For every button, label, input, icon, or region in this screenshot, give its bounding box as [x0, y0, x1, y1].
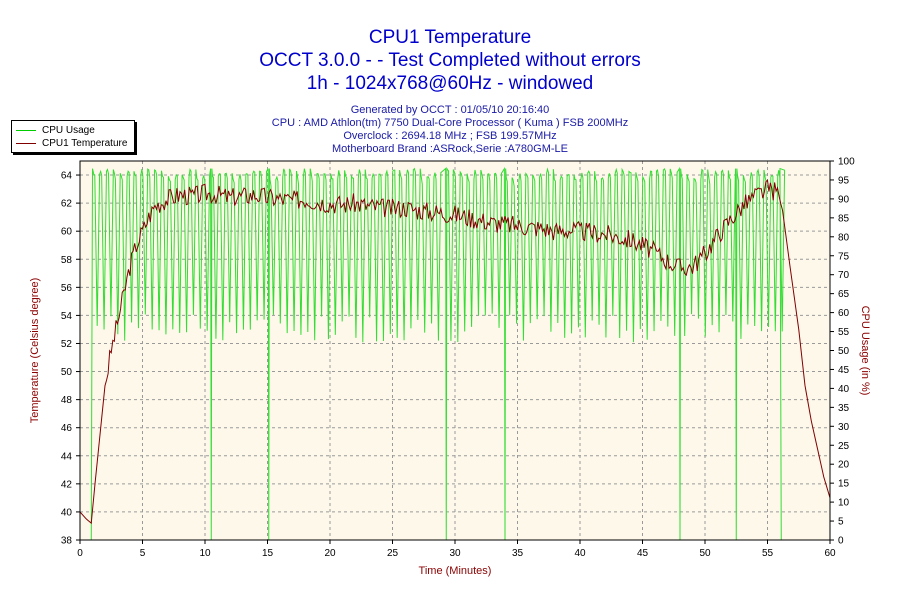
x-tick-label: 40: [574, 548, 586, 559]
cpu-info: CPU : AMD Athlon(tm) 7750 Dual-Core Proc…: [271, 117, 629, 129]
chart-title-line-2: OCCT 3.0.0 - - Test Completed without er…: [259, 50, 641, 71]
y-right-tick-label: 35: [838, 403, 850, 414]
y-right-axis-label: CPU Usage (in %): [859, 306, 871, 396]
x-tick-label: 35: [512, 548, 524, 559]
series-cpu-usage-line: [80, 166, 830, 541]
y-left-tick-label: 62: [61, 199, 73, 210]
x-tick-label: 60: [824, 548, 836, 559]
y-right-tick-label: 15: [838, 479, 850, 490]
legend-swatch-cpu1-temperature: [16, 142, 36, 144]
legend-label-cpu1-temperature: CPU1 Temperature: [42, 137, 128, 149]
chart-title-line-3: 1h - 1024x768@60Hz - windowed: [306, 73, 594, 94]
overclock-info: Overclock : 2694.18 MHz ; FSB 199.57MHz: [343, 130, 557, 142]
legend-label-cpu-usage: CPU Usage: [42, 124, 95, 136]
y-right-tick-label: 100: [838, 157, 855, 168]
x-axis-label: Time (Minutes): [419, 565, 492, 577]
x-tick-label: 55: [762, 548, 774, 559]
generated-info: Generated by OCCT : 01/05/10 20:16:40: [350, 104, 550, 116]
y-right-tick-label: 10: [838, 498, 850, 509]
y-left-tick-label: 40: [61, 507, 73, 518]
x-tick-label: 5: [140, 548, 146, 559]
y-right-tick-label: 40: [838, 384, 850, 395]
x-tick-label: 20: [324, 548, 336, 559]
y-left-tick-label: 60: [61, 227, 73, 238]
plot-border: [79, 160, 831, 541]
y-left-tick-label: 64: [61, 171, 73, 182]
y-left-tick-label: 44: [61, 451, 73, 462]
y-right-tick-label: 5: [838, 517, 844, 528]
y-right-tick-label: 85: [838, 213, 850, 224]
y-left-tick-label: 54: [61, 311, 73, 322]
y-right-tick-label: 95: [838, 175, 850, 186]
y-right-tick-label: 90: [838, 194, 850, 205]
x-tick-label: 25: [387, 548, 399, 559]
y-right-tick-label: 60: [838, 308, 850, 319]
x-tick-label: 30: [449, 548, 461, 559]
chart-title-line-1: CPU1 Temperature: [368, 27, 532, 48]
y-left-tick-label: 52: [61, 339, 73, 350]
legend-swatch-cpu-usage: [16, 129, 36, 131]
series-cpu1-temperature-line: [79, 179, 831, 525]
y-left-tick-label: 38: [61, 536, 73, 547]
y-left-tick-label: 48: [61, 395, 73, 406]
y-right-tick-label: 80: [838, 232, 850, 243]
y-right-tick-label: 70: [838, 270, 850, 281]
y-right-tick-label: 65: [838, 289, 850, 300]
x-tick-label: 45: [637, 548, 649, 559]
y-right-tick-label: 45: [838, 365, 850, 376]
x-tick-label: 50: [699, 548, 711, 559]
x-tick-label: 10: [199, 548, 211, 559]
y-right-tick-label: 25: [838, 441, 850, 452]
x-tick-label: 0: [77, 548, 83, 559]
y-right-tick-label: 30: [838, 422, 850, 433]
y-right-tick-label: 20: [838, 460, 850, 471]
x-tick-label: 15: [262, 548, 274, 559]
chart-legend: CPU Usage CPU1 Temperature: [11, 120, 135, 153]
y-left-tick-label: 50: [61, 367, 73, 378]
y-right-tick-label: 50: [838, 346, 850, 357]
legend-item-cpu1-temperature: CPU1 Temperature: [16, 137, 127, 149]
legend-item-cpu-usage: CPU Usage: [16, 124, 95, 136]
y-left-tick-label: 46: [61, 423, 73, 434]
y-right-tick-label: 0: [838, 536, 844, 547]
y-right-tick-label: 55: [838, 327, 850, 338]
y-right-tick-label: 75: [838, 251, 850, 262]
y-left-tick-label: 56: [61, 283, 73, 294]
y-left-axis-label: Temperature (Celsius degree): [29, 278, 41, 424]
y-left-tick-label: 58: [61, 255, 73, 266]
y-left-tick-label: 42: [61, 479, 73, 490]
motherboard-info: Motherboard Brand :ASRock,Serie :A780GM-…: [331, 143, 568, 155]
